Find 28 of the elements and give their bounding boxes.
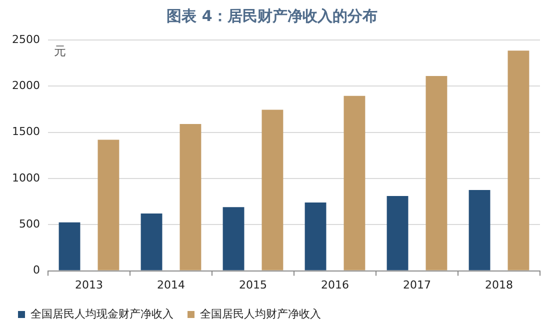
y-tick-label: 1000 <box>12 171 40 184</box>
chart-title: 图表 4：居民财产净收入的分布 <box>166 6 378 25</box>
y-tick-label: 2500 <box>12 32 40 46</box>
bar <box>98 140 120 270</box>
bar <box>426 76 448 270</box>
bar <box>386 196 408 270</box>
legend-label: 全国居民人均财产净收入 <box>200 307 321 320</box>
bar <box>262 110 284 270</box>
x-tick-label: 2016 <box>321 278 349 292</box>
bar <box>58 222 80 270</box>
x-tick-label: 2017 <box>403 278 431 292</box>
bar <box>222 207 244 270</box>
bar <box>304 202 326 270</box>
bar <box>140 214 162 270</box>
bar <box>180 124 202 270</box>
x-tick-label: 2013 <box>74 278 103 292</box>
y-tick-label: 0 <box>32 264 40 277</box>
y-tick-label: 500 <box>18 218 40 230</box>
y-tick-label: 1500 <box>12 125 40 138</box>
y-axis-title: 元 <box>54 44 66 58</box>
y-tick-label: 2000 <box>12 79 40 92</box>
legend-label: 全国居民人均现金财产净收入 <box>30 307 174 320</box>
x-tick-label: 2014 <box>156 278 185 292</box>
bar <box>508 50 530 270</box>
bar <box>468 190 490 270</box>
x-tick-label: 2018 <box>485 278 513 292</box>
x-tick-label: 2015 <box>238 278 267 292</box>
bar <box>344 96 366 270</box>
